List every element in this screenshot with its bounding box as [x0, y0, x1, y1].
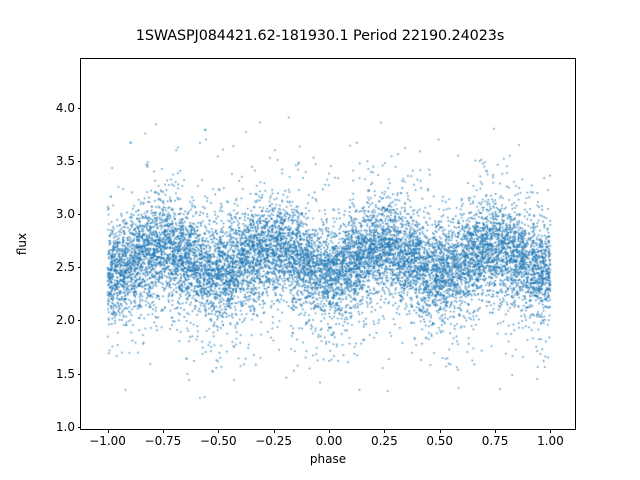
y-axis-label: flux: [15, 232, 29, 256]
y-tick-mark: [77, 107, 81, 109]
y-tick-label: 2.5: [55, 260, 75, 275]
y-tick-mark: [77, 214, 81, 216]
y-tick-label: 4.0: [55, 100, 75, 115]
x-tick-mark: [273, 429, 275, 433]
scatter-plot-canvas: [81, 59, 577, 431]
y-tick-label: 2.0: [55, 313, 75, 328]
y-tick-label: 1.0: [55, 419, 75, 434]
x-tick-mark: [495, 429, 497, 433]
plot-axes: 1.0 1.5 2.0 2.5 3.0 3.5 4.0 −1.00 −0.75 −0.50 −0.…: [56, 58, 577, 448]
x-tick-mark: [439, 429, 441, 433]
x-tick-mark: [162, 429, 164, 433]
x-tick-label: −1.00: [89, 434, 126, 448]
x-tick-label: 1.00: [537, 434, 564, 448]
y-tick-mark: [77, 267, 81, 269]
x-tick-label: 0.25: [370, 434, 398, 448]
x-tick-mark: [329, 429, 330, 433]
y-tick-label: 3.5: [55, 154, 75, 169]
y-tick-label: 1.5: [55, 366, 75, 381]
y-tick-mark: [77, 373, 81, 375]
x-tick-mark: [550, 429, 552, 433]
x-tick-label: 0.50: [426, 434, 454, 448]
x-tick-label: −0.50: [199, 434, 237, 448]
x-tick-label: −0.25: [255, 434, 293, 448]
y-tick-label: 3.0: [55, 207, 75, 222]
x-tick-label: 0.75: [481, 434, 509, 448]
y-tick-mark: [77, 426, 81, 428]
chart-title: 1SWASPJ084421.62-181930.1 Period 22190.2…: [135, 28, 505, 44]
x-axis-label: phase: [309, 452, 347, 466]
y-tick-mark: [77, 161, 81, 163]
x-tick-mark: [107, 429, 109, 433]
x-tick-label: 0.00: [315, 434, 343, 448]
y-tick-mark: [77, 320, 81, 322]
x-tick-label: −0.75: [144, 434, 182, 448]
x-tick-mark: [218, 429, 220, 433]
x-tick-mark: [384, 429, 386, 433]
